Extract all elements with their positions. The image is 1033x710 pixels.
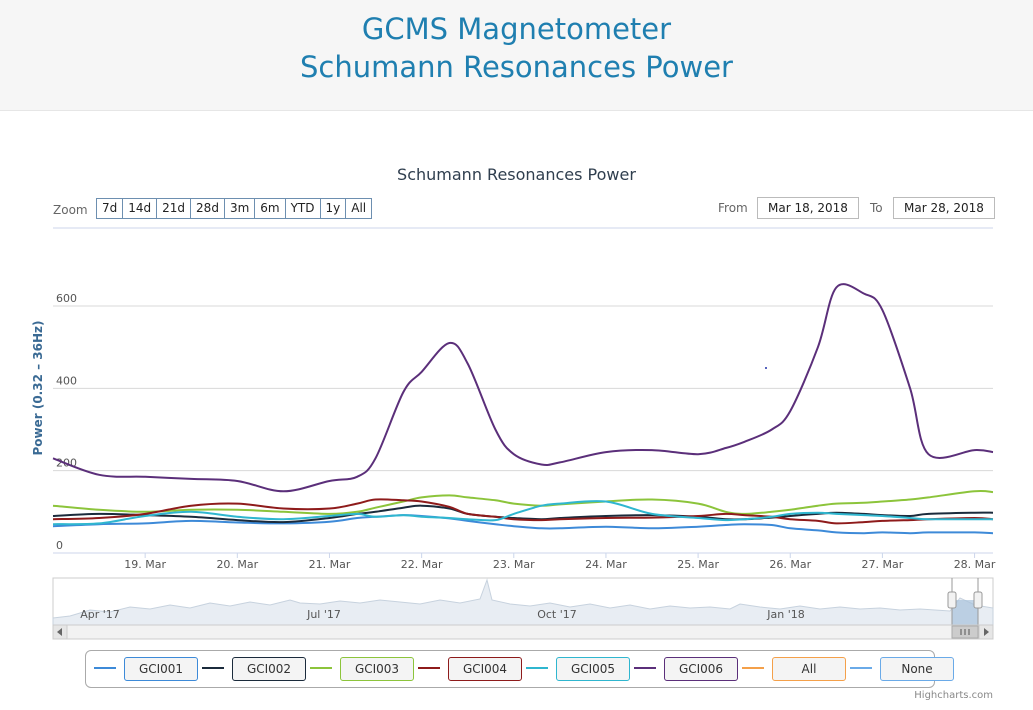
legend-symbol xyxy=(202,667,224,669)
header-title-line1: GCMS Magnetometer xyxy=(361,12,672,46)
series-lines xyxy=(52,283,994,535)
legend-button[interactable]: GCI006 xyxy=(664,657,738,681)
legend-symbol xyxy=(742,667,764,669)
legend: GCI001 GCI002 GCI003 GCI004 GCI005 GCI006 All N… xyxy=(85,650,954,688)
legend-symbol xyxy=(94,667,116,669)
navigator-label: Jan '18 xyxy=(766,608,804,621)
y-tick-label: 400 xyxy=(56,374,77,387)
navigator-label: Jul '17 xyxy=(306,608,341,621)
scrollbar-grip-icon xyxy=(960,629,970,635)
chart-title: Schumann Resonances Power xyxy=(397,165,636,184)
credits-link[interactable]: Highcharts.com xyxy=(914,690,993,701)
y-tick-label: 600 xyxy=(56,292,77,305)
legend-symbol xyxy=(634,667,656,669)
zoom-buttons: 7d 14d 21d 28d 3m 6m YTD 1y All xyxy=(96,198,373,219)
legend-symbol xyxy=(310,667,332,669)
x-tick-label: 19. Mar xyxy=(124,558,166,571)
zoom-button-14d[interactable]: 14d xyxy=(123,199,158,218)
zoom-label: Zoom xyxy=(53,203,88,217)
page-header: GCMS Magnetometer Schumann Resonances Po… xyxy=(0,0,1033,111)
x-tick-label: 25. Mar xyxy=(677,558,719,571)
zoom-button-1y[interactable]: 1y xyxy=(320,199,347,218)
to-label: To xyxy=(870,201,883,215)
legend-symbol xyxy=(418,667,440,669)
stray-point xyxy=(765,367,767,369)
x-tick-label: 23. Mar xyxy=(493,558,535,571)
navigator[interactable]: Apr '17 Jul '17 Oct '17 Jan '18 xyxy=(52,577,994,626)
x-tick-label: 28. Mar xyxy=(954,558,996,571)
x-tick-label: 20. Mar xyxy=(216,558,258,571)
legend-button[interactable]: GCI003 xyxy=(340,657,414,681)
scroll-right-arrow-icon xyxy=(984,628,989,636)
zoom-button-28d[interactable]: 28d xyxy=(191,199,225,218)
legend-symbol xyxy=(850,667,872,669)
scrollbar-track[interactable] xyxy=(52,624,994,640)
legend-button[interactable]: None xyxy=(880,657,954,681)
y-tick-label: 0 xyxy=(56,539,63,552)
navigator-labels: Apr '17 Jul '17 Oct '17 Jan '18 xyxy=(80,608,805,621)
x-tick-labels: 19. Mar 20. Mar 21. Mar 22. Mar 23. Mar 24. M… xyxy=(124,553,996,571)
x-tick-label: 21. Mar xyxy=(309,558,351,571)
zoom-button-all[interactable]: All xyxy=(346,199,372,218)
legend-button[interactable]: All xyxy=(772,657,846,681)
from-date-input[interactable]: Mar 18, 2018 xyxy=(757,197,859,219)
legend-button[interactable]: GCI002 xyxy=(232,657,306,681)
navigator-handle-left[interactable] xyxy=(947,591,957,609)
scrollbar[interactable] xyxy=(52,624,994,640)
series-line-gci006[interactable] xyxy=(52,283,994,493)
scroll-left-arrow-icon xyxy=(57,628,62,636)
legend-button[interactable]: GCI005 xyxy=(556,657,630,681)
navigator-label: Apr '17 xyxy=(80,608,120,621)
x-tick-label: 26. Mar xyxy=(769,558,811,571)
legend-symbol xyxy=(526,667,548,669)
y-axis-label: Power (0.32 – 36Hz) xyxy=(31,320,45,455)
navigator-label: Oct '17 xyxy=(537,608,577,621)
navigator-series-area xyxy=(52,578,994,626)
zoom-button-6m[interactable]: 6m xyxy=(255,199,286,218)
legend-button[interactable]: GCI004 xyxy=(448,657,522,681)
zoom-button-7d[interactable]: 7d xyxy=(97,199,124,218)
zoom-button-3m[interactable]: 3m xyxy=(224,199,256,218)
x-tick-label: 27. Mar xyxy=(862,558,904,571)
x-tick-label: 24. Mar xyxy=(585,558,627,571)
header-title-line2: Schumann Resonances Power xyxy=(300,50,733,84)
x-tick-label: 22. Mar xyxy=(401,558,443,571)
series-line-gci005[interactable] xyxy=(52,500,993,526)
grid-lines xyxy=(53,305,993,554)
from-label: From xyxy=(718,201,748,215)
zoom-button-21d[interactable]: 21d xyxy=(157,199,192,218)
legend-button[interactable]: GCI001 xyxy=(124,657,198,681)
series-line-gci001[interactable] xyxy=(52,514,994,535)
series-line-gci004[interactable] xyxy=(52,498,994,525)
navigator-handle-right[interactable] xyxy=(973,591,983,609)
series-line-gci003[interactable] xyxy=(52,490,994,515)
to-date-input[interactable]: Mar 28, 2018 xyxy=(893,197,995,219)
zoom-button-ytd[interactable]: YTD xyxy=(285,199,321,218)
